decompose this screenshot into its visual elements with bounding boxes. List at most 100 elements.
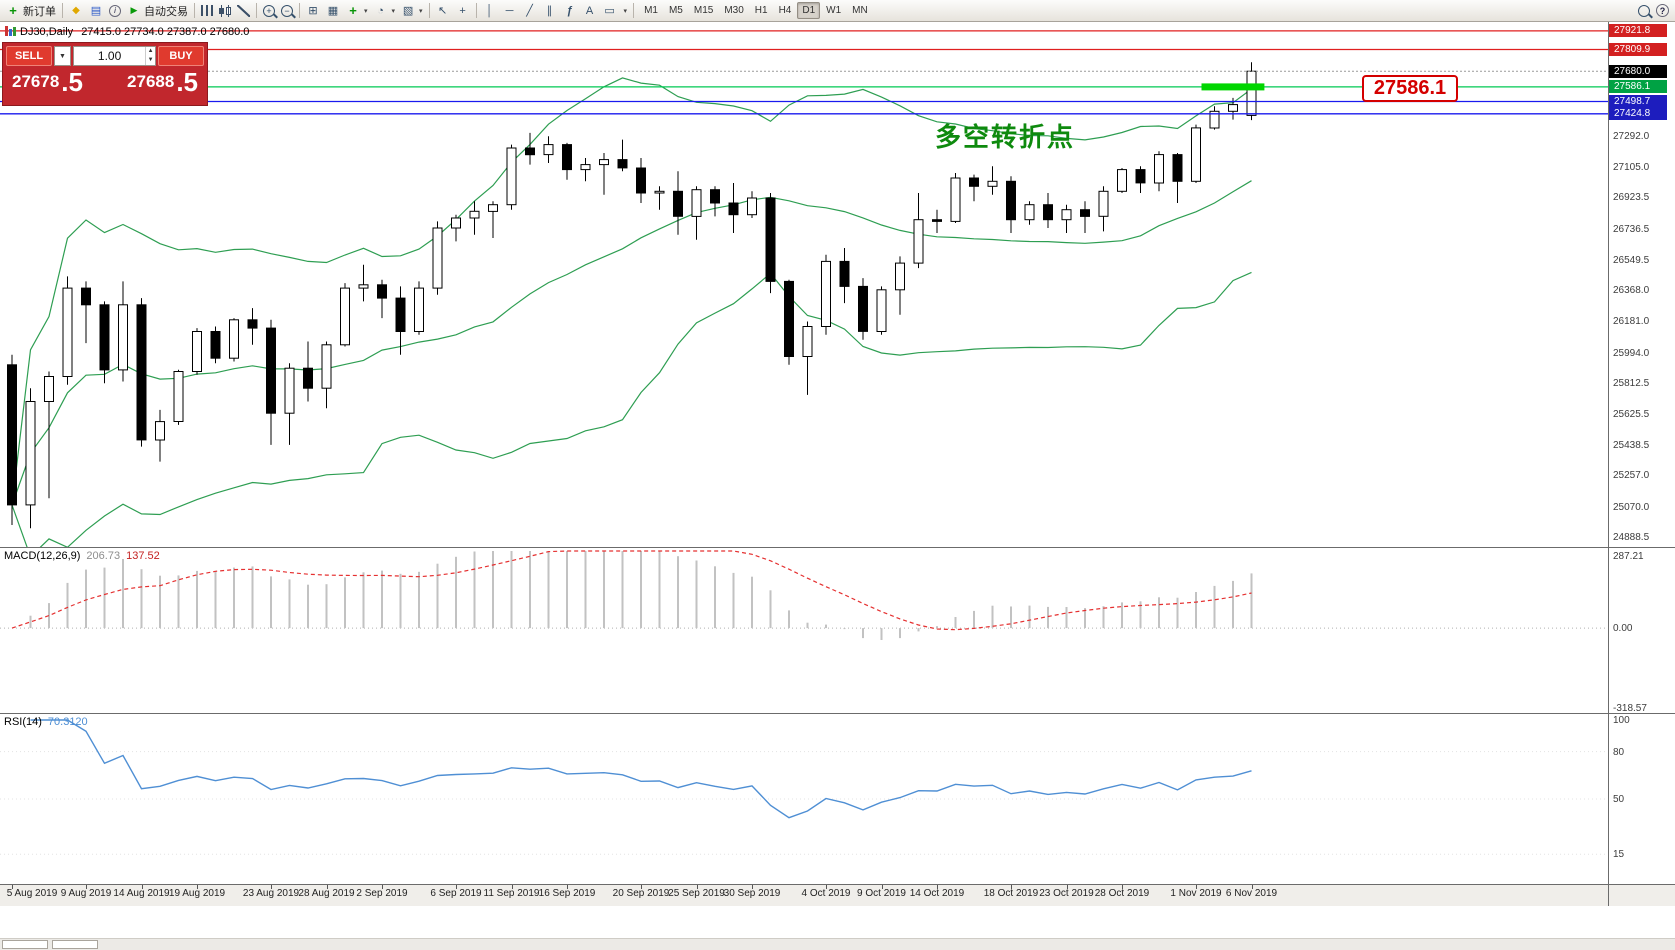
price-axis-label: 26923.5: [1613, 192, 1650, 204]
text-label-button[interactable]: ▭: [600, 1, 620, 20]
rsi-header: RSI(14) 70.3120: [4, 716, 88, 728]
time-axis: [0, 884, 1675, 906]
crosshair-button[interactable]: +: [453, 1, 473, 20]
channel-icon: ∥: [546, 5, 553, 17]
timeframe-button-m5[interactable]: M5: [668, 5, 683, 16]
main-price-chart: [0, 30, 1608, 547]
stepper-up-icon[interactable]: ▲: [147, 48, 154, 54]
order-type-dropdown[interactable]: ▼: [54, 46, 71, 66]
candle-body: [1135, 169, 1146, 184]
chart-symbol-period: DJ30,Daily: [20, 26, 74, 38]
trendline-button[interactable]: ╱: [520, 1, 540, 20]
templates-button[interactable]: ▧ ▾: [398, 1, 426, 20]
chart-window-icon: [4, 25, 16, 36]
time-axis-tick: [1196, 885, 1197, 889]
timeframe-button-m30[interactable]: M30: [724, 5, 744, 16]
data-window-button[interactable]: i: [106, 1, 124, 20]
bollinger-middle-band: [11, 180, 1252, 506]
candle-body: [469, 210, 480, 219]
autotrading-button[interactable]: ▶ 自动交易: [124, 1, 191, 20]
candle-body: [580, 164, 591, 171]
horizontal-line-button[interactable]: ─: [500, 1, 520, 20]
market-watch-button[interactable]: ▤: [86, 1, 106, 20]
horizontal-line-icon: ─: [505, 4, 514, 17]
charts-icon: ◆: [72, 5, 80, 16]
bottom-scrollbar: [0, 938, 1675, 950]
candle-body: [432, 227, 443, 289]
candlestick-chart-icon: [219, 4, 231, 17]
indicator-axis-label: 80: [1613, 746, 1625, 758]
sell-button[interactable]: SELL: [6, 46, 52, 66]
timeframe-button-w1[interactable]: W1: [826, 5, 842, 16]
time-axis-label: 20 Sep 2019: [612, 888, 670, 899]
vertical-line-button[interactable]: │: [480, 1, 500, 20]
cursor-button[interactable]: ↖: [433, 1, 453, 20]
stepper-down-icon[interactable]: ▼: [147, 57, 154, 63]
price-line-label[interactable]: 27921.8: [1609, 24, 1667, 38]
trendline-icon: ╱: [526, 5, 533, 17]
candle-body: [673, 190, 683, 217]
panel-divider[interactable]: [0, 713, 1675, 714]
timeframe-button-mn[interactable]: MN: [852, 5, 868, 16]
cursor-icon: ↖: [437, 5, 448, 17]
fibonacci-button[interactable]: ƒ: [560, 1, 580, 20]
indicators-icon: +: [349, 3, 357, 18]
price-line-label[interactable]: 27809.9: [1609, 43, 1667, 56]
buy-button[interactable]: BUY: [158, 46, 204, 66]
time-axis-tick: [12, 885, 13, 889]
price-line-label[interactable]: 27586.1: [1609, 80, 1667, 94]
scrollbar-thumb[interactable]: [52, 940, 98, 949]
vertical-line-icon: │: [486, 4, 493, 17]
price-callout-label[interactable]: 27586.1: [1362, 75, 1458, 102]
bar-chart-button[interactable]: [198, 1, 216, 20]
price-axis-label: 27105.0: [1613, 162, 1650, 174]
candle-body: [377, 284, 387, 299]
candlestick-chart-button[interactable]: [216, 1, 234, 20]
zoom-out-button[interactable]: −: [278, 1, 296, 20]
candle-body: [340, 287, 350, 346]
line-chart-button[interactable]: [234, 1, 253, 20]
time-axis-tick: [1066, 885, 1068, 889]
candle-body: [691, 189, 702, 217]
buy-price[interactable]: 27688.5: [127, 67, 198, 97]
price-line-label[interactable]: 27424.8: [1609, 107, 1667, 121]
text-button[interactable]: A: [580, 1, 600, 20]
candle-body: [1172, 154, 1183, 182]
new-order-button[interactable]: + 新订单: [3, 1, 59, 20]
text-label-icon: ▭: [604, 5, 615, 17]
timeframe-button-h1[interactable]: H1: [754, 5, 768, 16]
help-button[interactable]: ?: [1653, 1, 1672, 20]
panel-divider[interactable]: [0, 547, 1675, 548]
zoom-in-button[interactable]: +: [260, 1, 278, 20]
chart-annotation-text[interactable]: 多空转折点: [935, 123, 1076, 152]
price-line-label[interactable]: 27498.7: [1609, 95, 1667, 108]
candle-body: [210, 331, 221, 359]
search-button[interactable]: [1635, 1, 1653, 20]
candle-body: [562, 144, 572, 171]
shapes-button[interactable]: ▾: [620, 1, 631, 20]
indicator-axis-label: 287.21: [1613, 551, 1644, 562]
timeframe-button-h4[interactable]: H4: [778, 5, 792, 16]
channel-button[interactable]: ∥: [540, 1, 560, 20]
sell-price[interactable]: 27678.5: [12, 67, 83, 97]
price-axis-label: 25070.0: [1613, 501, 1650, 513]
lot-size-input[interactable]: [74, 47, 146, 65]
arrange-windows-button[interactable]: ▦: [323, 1, 343, 20]
time-axis-label: 16 Sep 2019: [538, 888, 596, 899]
buy-price-main: 27688: [127, 72, 175, 91]
scrollbar-thumb[interactable]: [2, 940, 48, 949]
periods-button[interactable]: ◔ ▾: [371, 1, 399, 20]
tile-windows-button[interactable]: ⊞: [303, 1, 323, 20]
timeframe-button-m15[interactable]: M15: [693, 5, 714, 16]
candle-body: [44, 376, 54, 402]
indicators-button[interactable]: + ▾: [343, 1, 371, 20]
timeframe-button-d1[interactable]: D1: [797, 2, 821, 19]
price-highlight-segment[interactable]: [1201, 83, 1265, 91]
charts-button[interactable]: ◆: [66, 1, 86, 20]
timeframe-button-m1[interactable]: M1: [644, 5, 658, 16]
crosshair-icon: +: [459, 4, 466, 17]
candle-body: [1080, 209, 1090, 217]
chevron-down-icon: ▾: [364, 7, 368, 15]
candle-body: [1191, 127, 1201, 182]
indicator-axis-label: 50: [1613, 794, 1625, 805]
